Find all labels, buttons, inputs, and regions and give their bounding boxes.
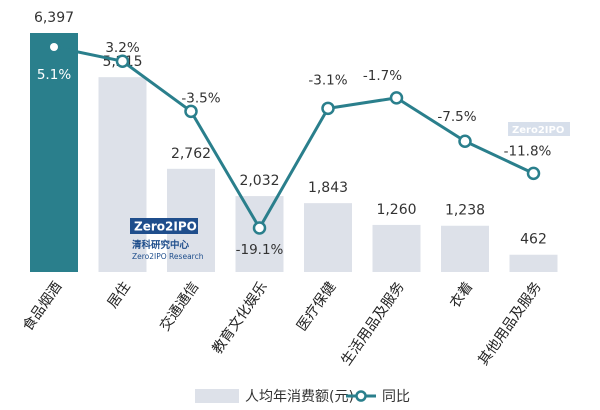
watermark-logo-text: Zero2IPO	[134, 220, 197, 234]
bar-0	[30, 33, 78, 272]
legend-line-marker	[355, 390, 367, 402]
bar-value-label-3: 2,032	[239, 173, 279, 189]
legend-bar-label: 人均年消费额(元)	[245, 389, 354, 405]
bar-value-label-5: 1,260	[376, 202, 416, 218]
bar-series	[30, 33, 558, 272]
line-marker-7	[526, 166, 541, 181]
category-labels: 食品烟酒 居住 交通通信 教育文化娱乐 医疗保健 生活用品及服务 衣着 其他用品及服务	[19, 279, 545, 369]
line-marker-1	[115, 54, 130, 68]
watermark-faint-text: Zero2IPO	[512, 125, 564, 136]
category-label-1: 居住	[105, 279, 134, 311]
bar-value-label-2: 2,762	[171, 146, 211, 162]
line-value-label-5: -1.7%	[363, 68, 402, 84]
watermark-logo: Zero2IPO 清科研究中心 Zero2IPO Research	[130, 218, 204, 261]
category-label-5: 生活用品及服务	[338, 279, 407, 368]
category-label-6: 衣着	[447, 279, 476, 311]
line-marker-4	[321, 101, 335, 116]
line-value-label-4: -3.1%	[308, 72, 347, 88]
line-value-label-3: -19.1%	[236, 242, 284, 258]
category-label-3: 教育文化娱乐	[209, 279, 270, 357]
legend-bar-swatch	[195, 389, 239, 403]
line-value-label-1: 3.2%	[105, 40, 139, 56]
watermark-logo-badge	[130, 218, 198, 234]
bar-6	[441, 225, 489, 272]
watermark-cn-text: 清科研究中心	[132, 239, 190, 251]
bar-5	[372, 224, 421, 272]
watermark-faint-badge	[508, 122, 570, 136]
watermark-en-text: Zero2IPO Research	[132, 252, 204, 261]
bar-value-label-6: 1,238	[445, 203, 485, 219]
line-value-label-2: -3.5%	[181, 90, 220, 106]
bar-4	[304, 203, 352, 272]
bar-7	[509, 254, 558, 272]
line-marker-3	[252, 221, 267, 235]
line-marker-6	[458, 134, 472, 148]
bar-1	[98, 77, 147, 272]
legend-line-label: 同比	[382, 389, 410, 405]
category-label-0: 食品烟酒	[19, 279, 65, 335]
line-marker-2	[184, 104, 198, 119]
bar-value-label-4: 1,843	[308, 180, 348, 196]
bar-value-label-7: 462	[520, 232, 547, 248]
line-marker-0	[50, 43, 58, 51]
line-value-labels: 5.1% 3.2% -3.5% -19.1% -3.1% -1.7% -7.5% -11.8%	[37, 40, 552, 258]
watermark-logo-faint: Zero2IPO	[508, 122, 570, 136]
category-label-7: 其他用品及服务	[475, 279, 544, 368]
line-series	[50, 43, 541, 235]
line-value-label-0: 5.1%	[37, 67, 71, 83]
category-label-2: 交通通信	[156, 279, 202, 335]
legend: 人均年消费额(元) 同比	[195, 389, 410, 405]
bar-value-label-0: 6,397	[34, 10, 74, 26]
category-label-4: 医疗保健	[294, 279, 339, 334]
line-path	[53, 45, 535, 230]
line-value-label-7: -11.8%	[504, 143, 552, 159]
line-value-label-6: -7.5%	[437, 109, 476, 125]
line-marker-5	[389, 91, 404, 105]
